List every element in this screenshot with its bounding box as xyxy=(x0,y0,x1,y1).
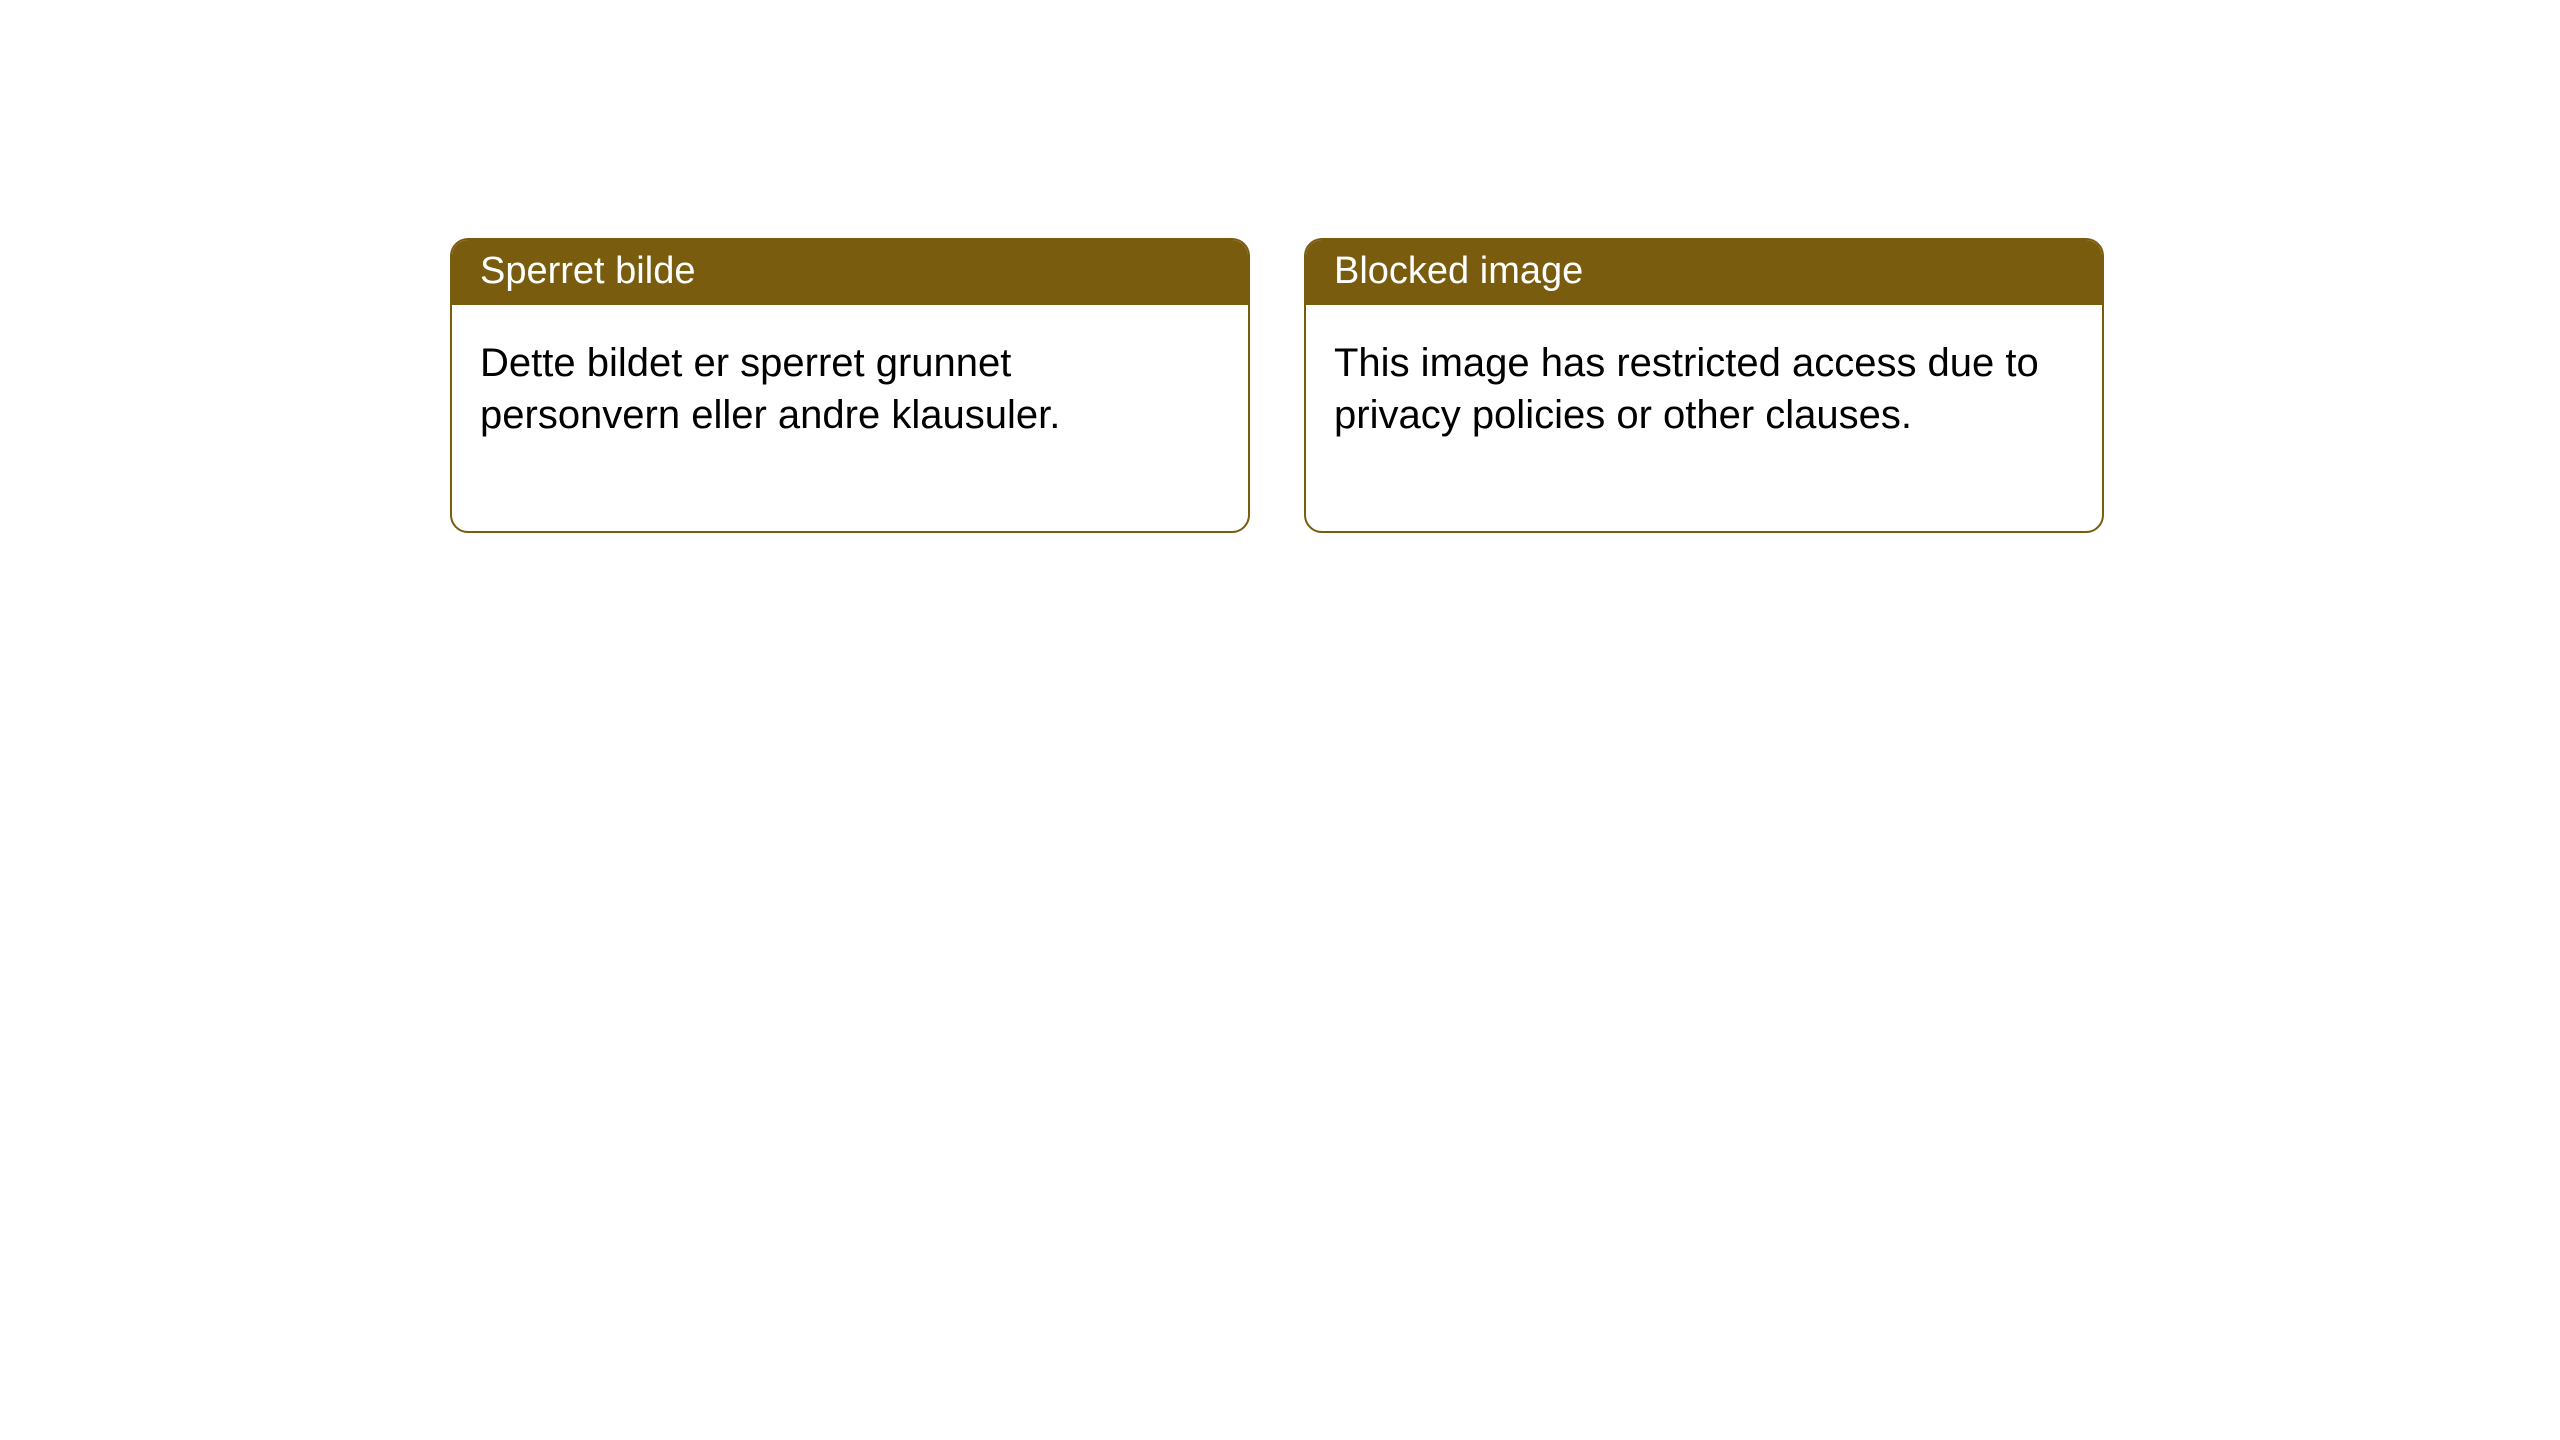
blocked-image-panel-no: Sperret bilde Dette bildet er sperret gr… xyxy=(450,238,1250,533)
blocked-image-panels: Sperret bilde Dette bildet er sperret gr… xyxy=(450,238,2560,533)
panel-body-no: Dette bildet er sperret grunnet personve… xyxy=(452,305,1248,531)
panel-body-en: This image has restricted access due to … xyxy=(1306,305,2102,531)
blocked-image-panel-en: Blocked image This image has restricted … xyxy=(1304,238,2104,533)
panel-title-en: Blocked image xyxy=(1306,240,2102,305)
panel-title-no: Sperret bilde xyxy=(452,240,1248,305)
